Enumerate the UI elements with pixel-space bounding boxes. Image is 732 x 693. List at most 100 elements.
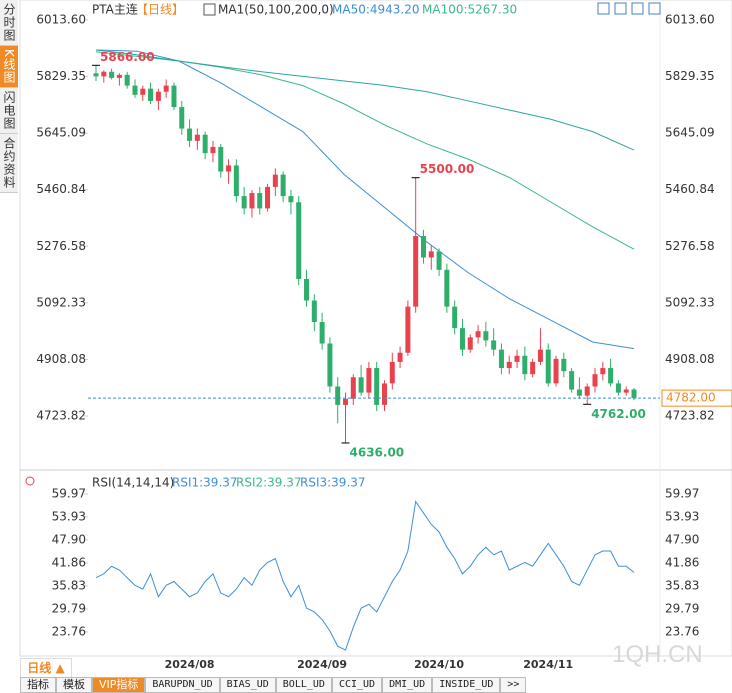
annotation: 4762.00 bbox=[591, 407, 646, 421]
x-tick-label: 2024/11 bbox=[523, 658, 573, 671]
candle-body bbox=[335, 386, 341, 405]
candle-body bbox=[459, 328, 465, 350]
y-tick-label: 6013.60 bbox=[36, 13, 86, 27]
x-tick-label: 2024/09 bbox=[297, 658, 347, 671]
tab[interactable]: VIP指标 bbox=[92, 677, 146, 693]
candle-body bbox=[452, 306, 458, 329]
candle-body bbox=[475, 331, 481, 338]
candle-body bbox=[623, 389, 629, 393]
tab[interactable]: >> bbox=[500, 677, 527, 693]
y-tick-label: 5092.33 bbox=[36, 295, 86, 309]
candle-body bbox=[101, 71, 107, 77]
candle-body bbox=[187, 128, 193, 141]
candle-body bbox=[584, 386, 590, 396]
tab[interactable]: DMI_UD bbox=[382, 677, 433, 693]
candle-body bbox=[366, 368, 372, 393]
y-tick-label: 59.97 bbox=[52, 486, 86, 500]
icon[interactable] bbox=[597, 2, 610, 15]
rsi-title: RSI(14,14,14) bbox=[92, 476, 174, 490]
rsi-icon bbox=[25, 476, 35, 486]
icon[interactable] bbox=[648, 2, 661, 15]
toolbar-icons[interactable] bbox=[597, 2, 661, 15]
y-tick-label-right: 5460.84 bbox=[665, 182, 715, 196]
x-tick-label: 2024/10 bbox=[414, 658, 464, 671]
candle-body bbox=[498, 349, 504, 369]
x-tick-label: 2024/08 bbox=[165, 658, 215, 671]
ma-legend: MA50:4943.20 bbox=[332, 3, 420, 17]
tab[interactable]: 模板 bbox=[56, 677, 92, 693]
y-tick-label: 29.79 bbox=[52, 601, 86, 615]
y-tick-label-right: 47.90 bbox=[665, 532, 699, 546]
y-tick-label-right: 6013.60 bbox=[665, 13, 715, 27]
candle-body bbox=[109, 71, 115, 78]
side-tab[interactable]: K线图 bbox=[0, 46, 18, 88]
icon[interactable] bbox=[631, 2, 644, 15]
title: PTA主连 bbox=[92, 2, 138, 17]
side-tab[interactable]: 闪电图 bbox=[0, 87, 18, 134]
candle-body bbox=[631, 389, 637, 399]
candle-body bbox=[576, 389, 582, 396]
y-tick-label: 4908.08 bbox=[36, 352, 86, 366]
candle-body bbox=[483, 331, 489, 341]
y-tick-label: 5645.09 bbox=[36, 126, 86, 140]
rsi-legend: RSI2:39.37 bbox=[236, 476, 302, 490]
y-tick-label: 4723.82 bbox=[36, 409, 86, 423]
candle-body bbox=[358, 377, 364, 393]
candle-body bbox=[171, 85, 177, 108]
y-tick-label-right: 53.93 bbox=[665, 510, 699, 524]
indicator-tabs[interactable]: 指标 模板 VIP指标 BARUPDN_UD BIAS_UD BOLL_UD CCI_UD D… bbox=[20, 677, 527, 693]
period-tab[interactable]: 日线 ▲ bbox=[20, 658, 72, 678]
candle-body bbox=[124, 74, 130, 86]
candle-body bbox=[553, 358, 559, 384]
candle-body bbox=[444, 269, 450, 307]
candle-body bbox=[155, 91, 161, 101]
ma-line bbox=[95, 49, 635, 350]
candle-body bbox=[140, 88, 146, 95]
y-tick-label-right: 5092.33 bbox=[665, 295, 715, 309]
candle-body bbox=[389, 361, 395, 384]
sidebar[interactable]: 分时图 K线图 闪电图 合约资料 bbox=[0, 0, 18, 193]
annotation: 4636.00 bbox=[350, 445, 405, 459]
tab[interactable]: INSIDE_UD bbox=[432, 677, 501, 693]
tab[interactable]: 指标 bbox=[20, 677, 56, 693]
candle-body bbox=[537, 349, 543, 362]
candle-body bbox=[592, 374, 598, 387]
candle-body bbox=[428, 251, 434, 258]
candle-body bbox=[218, 146, 224, 172]
ma-legend: MA100:5267.30 bbox=[422, 3, 517, 17]
icon[interactable] bbox=[614, 2, 627, 15]
candle-body bbox=[514, 355, 520, 362]
tab[interactable]: BIAS_UD bbox=[219, 677, 276, 693]
y-tick-label-right: 59.97 bbox=[665, 486, 699, 500]
y-tick-label-right: 5829.35 bbox=[665, 69, 715, 83]
annotation: 5866.00 bbox=[100, 50, 155, 64]
candle-body bbox=[561, 358, 567, 372]
candle-body bbox=[194, 134, 200, 141]
y-tick-label: 5829.35 bbox=[36, 69, 86, 83]
candle-body bbox=[530, 361, 536, 375]
candle-body bbox=[163, 85, 169, 92]
candle-body bbox=[304, 279, 310, 301]
candle-body bbox=[148, 88, 154, 101]
ma-icon bbox=[203, 3, 216, 16]
rsi-legend: RSI1:39.37 bbox=[172, 476, 238, 490]
candle-body bbox=[288, 196, 294, 203]
y-tick-label: 23.76 bbox=[52, 624, 86, 638]
y-tick-label-right: 35.83 bbox=[665, 578, 699, 592]
side-tab[interactable]: 分时图 bbox=[0, 0, 18, 46]
y-tick-label: 41.86 bbox=[52, 555, 86, 569]
rsi-legend: RSI3:39.37 bbox=[300, 476, 366, 490]
last-price-box bbox=[661, 389, 732, 407]
tab[interactable]: CCI_UD bbox=[331, 677, 383, 693]
frame bbox=[19, 0, 732, 657]
tab[interactable]: BOLL_UD bbox=[275, 677, 332, 693]
period: 【日线】 bbox=[136, 3, 184, 17]
y-tick-label-right: 29.79 bbox=[665, 601, 699, 615]
y-tick-label-right: 41.86 bbox=[665, 555, 699, 569]
y-tick-label-right: 4908.08 bbox=[665, 352, 715, 366]
y-tick-label-right: 23.76 bbox=[665, 624, 699, 638]
y-tick-label: 35.83 bbox=[52, 578, 86, 592]
tab[interactable]: BARUPDN_UD bbox=[145, 677, 220, 693]
side-tab[interactable]: 合约资料 bbox=[0, 133, 18, 193]
